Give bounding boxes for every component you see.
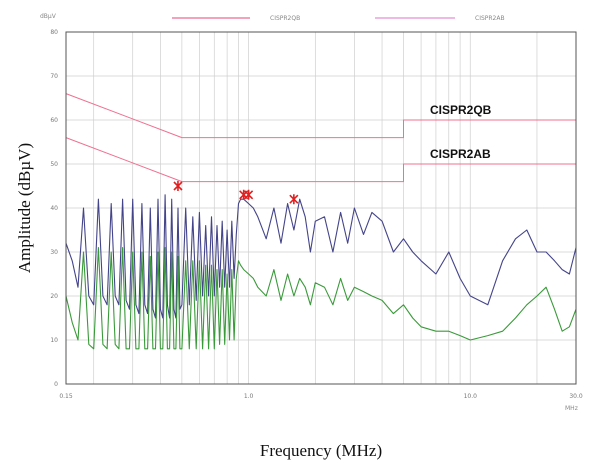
y-tick-label: 60 bbox=[50, 117, 58, 124]
legend-label-cispr2ab: CISPR2AB bbox=[475, 15, 505, 22]
series-line-4 bbox=[65, 247, 577, 350]
peak-marker bbox=[239, 189, 249, 200]
peak-marker bbox=[173, 181, 183, 191]
y-tick-label: 0 bbox=[54, 381, 58, 388]
series-layer bbox=[65, 93, 577, 350]
y-axis-title: Amplitude (dBµV) bbox=[15, 143, 34, 273]
y-axis-ticks: 0 10 20 30 40 50 60 70 80 bbox=[50, 29, 58, 388]
x-tick-label: 30.0 bbox=[569, 393, 583, 400]
y-tick-label: 80 bbox=[50, 29, 58, 36]
limit-label-cispr2ab: CISPR2AB bbox=[430, 147, 491, 161]
peak-marker bbox=[244, 189, 254, 200]
peak-marker bbox=[289, 194, 299, 205]
y-tick-label: 70 bbox=[50, 73, 58, 80]
x-axis-ticks: 0.15 1.0 10.0 30.0 bbox=[59, 393, 583, 400]
x-tick-label: 10.0 bbox=[464, 393, 478, 400]
y-tick-label: 30 bbox=[50, 249, 58, 256]
series-line-3 bbox=[65, 194, 577, 319]
y-tick-label: 50 bbox=[50, 161, 58, 168]
plot-frame bbox=[65, 31, 577, 385]
series-line-cispr2qb bbox=[65, 93, 576, 139]
markers-layer bbox=[173, 181, 299, 205]
x-axis-title: Frequency (MHz) bbox=[260, 441, 382, 460]
series-line-cispr2ab bbox=[65, 137, 576, 183]
x-unit-label: MHz bbox=[565, 405, 578, 412]
legend: CISPR2QB CISPR2AB bbox=[172, 15, 505, 22]
x-tick-label: 1.0 bbox=[244, 393, 254, 400]
x-tick-label: 0.15 bbox=[59, 393, 73, 400]
limit-label-cispr2qb: CISPR2QB bbox=[430, 103, 492, 117]
y-tick-label: 40 bbox=[50, 205, 58, 212]
y-tick-label: 10 bbox=[50, 337, 58, 344]
y-unit-label: dBµV bbox=[40, 13, 57, 20]
y-tick-label: 20 bbox=[50, 293, 58, 300]
legend-label-cispr2qb: CISPR2QB bbox=[270, 15, 300, 22]
